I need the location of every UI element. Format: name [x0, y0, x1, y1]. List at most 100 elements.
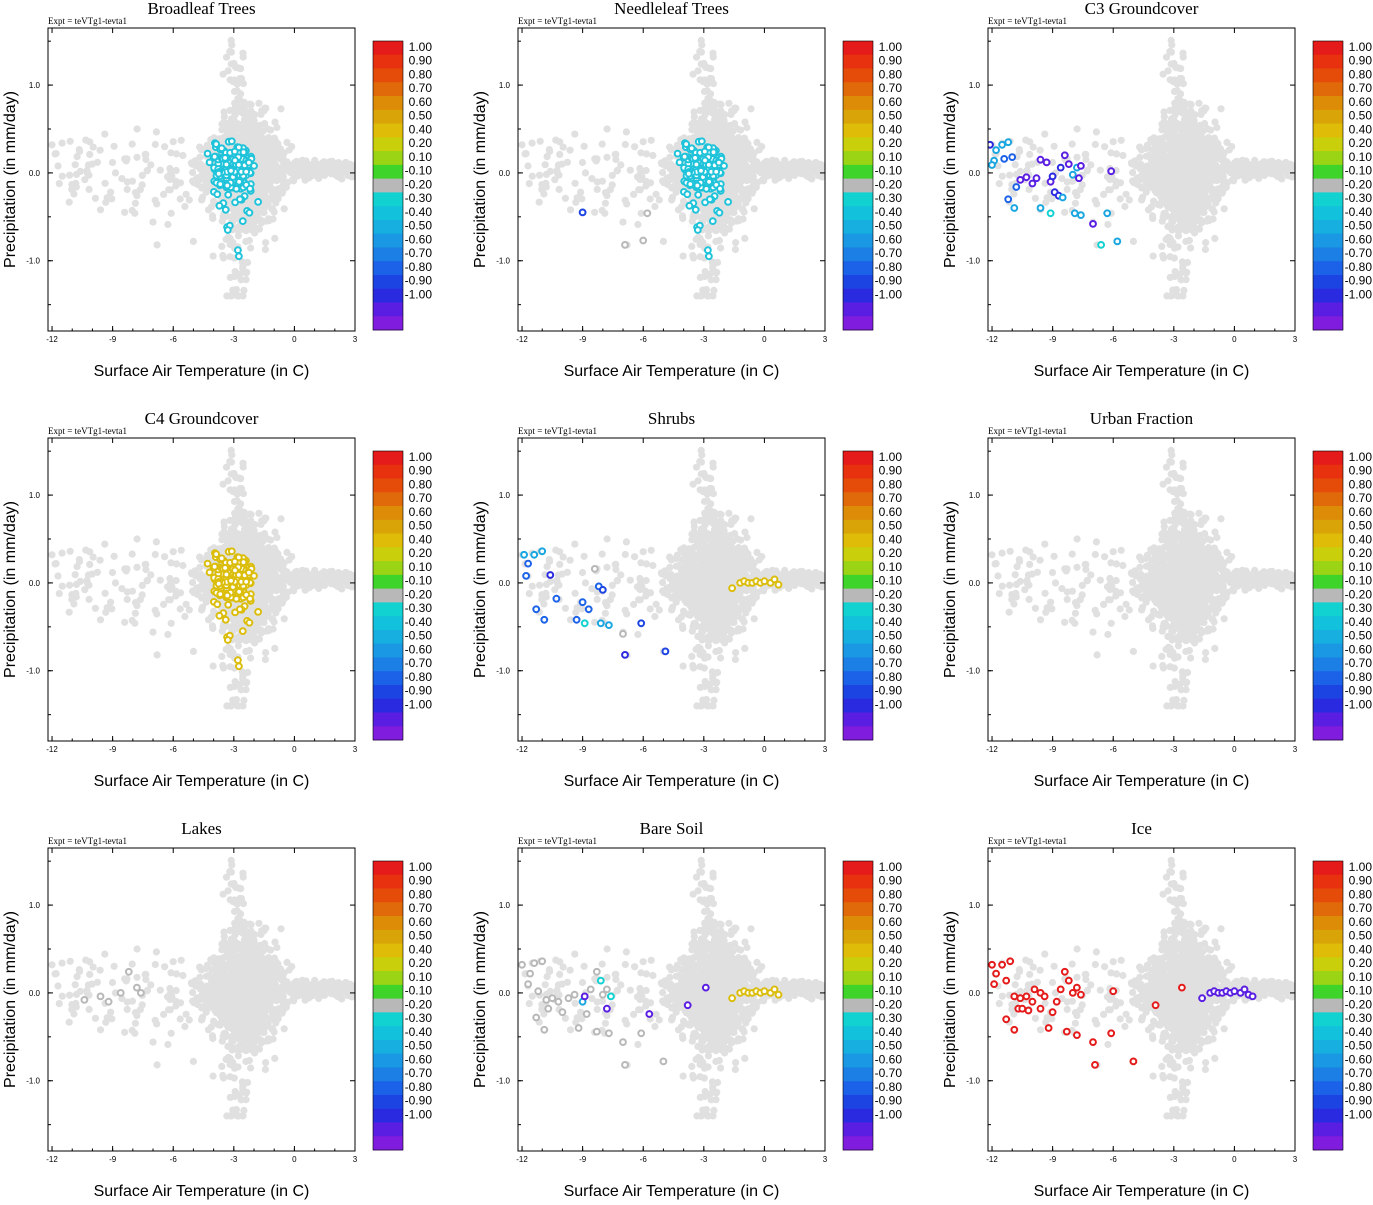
data-point	[689, 145, 695, 151]
colorbar-label: 0.70	[1349, 81, 1373, 95]
colorbar-swatch	[1313, 82, 1343, 96]
background-point	[1188, 173, 1195, 180]
x-tick-label: -6	[170, 335, 178, 344]
background-point	[1069, 141, 1076, 148]
background-point	[1213, 124, 1220, 131]
background-point	[219, 252, 226, 259]
background-point	[1158, 121, 1165, 128]
data-point	[228, 168, 234, 174]
colorbar-swatch	[1313, 220, 1343, 234]
background-point	[717, 244, 724, 251]
background-point	[1220, 172, 1227, 179]
background-point	[1137, 161, 1144, 168]
background-point	[556, 151, 563, 158]
data-point	[236, 162, 242, 168]
colorbar-swatch	[373, 192, 403, 206]
background-point	[209, 212, 216, 219]
background-point	[1150, 253, 1157, 260]
background-point	[634, 221, 641, 228]
y-axis-label: Precipitation (in mm/day)	[2, 91, 19, 268]
data-point	[682, 154, 688, 160]
background-point	[704, 87, 711, 94]
data-point	[692, 155, 698, 161]
background-point	[1189, 167, 1196, 174]
background-point	[262, 204, 269, 211]
colorbar-label: 0.80	[1349, 67, 1373, 81]
y-axis-label: Precipitation (in mm/day)	[942, 91, 959, 268]
background-point	[1166, 107, 1173, 114]
background-point	[737, 152, 744, 159]
background-point	[1182, 200, 1189, 207]
colorbar-label: 0.60	[1349, 95, 1373, 109]
background-point	[198, 184, 205, 191]
colorbar-swatch	[373, 220, 403, 234]
background-point	[659, 169, 666, 176]
colorbar-label: -0.50	[405, 219, 433, 233]
background-point	[1171, 273, 1178, 280]
background-point	[1202, 246, 1209, 253]
background-point	[741, 135, 748, 142]
y-tick-label: 0.0	[29, 169, 41, 178]
background-point	[281, 205, 288, 212]
colorbar-label: -0.60	[405, 232, 433, 246]
data-point	[699, 138, 705, 144]
background-point	[1130, 238, 1137, 245]
colorbar-swatch	[373, 137, 403, 151]
background-point	[66, 172, 73, 179]
background-point	[210, 663, 217, 670]
background-point	[1177, 97, 1184, 104]
background-point	[1217, 105, 1224, 112]
background-point	[111, 143, 118, 150]
data-point	[1005, 196, 1011, 202]
data-point	[1108, 168, 1114, 174]
background-point	[306, 174, 313, 181]
background-point	[562, 195, 569, 202]
colorbar-swatch	[373, 151, 403, 165]
background-point	[1172, 132, 1179, 139]
x-tick-label: -9	[579, 335, 587, 344]
background-point	[702, 64, 709, 71]
colorbar-swatch	[843, 261, 873, 275]
background-point	[680, 253, 687, 260]
background-point	[260, 184, 267, 191]
background-point	[1026, 151, 1033, 158]
x-tick-label: -3	[700, 335, 708, 344]
background-point	[556, 186, 563, 193]
background-point	[1179, 183, 1186, 190]
background-point	[781, 159, 788, 166]
background-point	[73, 171, 80, 178]
background-point	[139, 181, 146, 188]
background-point	[1172, 108, 1179, 115]
background-point	[144, 167, 151, 174]
background-point	[271, 235, 278, 242]
background-point	[1209, 193, 1216, 200]
data-point	[224, 183, 230, 189]
background-point	[1058, 175, 1065, 182]
colorbar-label: 0.70	[409, 81, 433, 95]
background-point	[588, 175, 595, 182]
data-point	[1038, 205, 1044, 211]
colorbar-swatch	[1313, 261, 1343, 275]
background-point	[197, 175, 204, 182]
experiment-label: Expt = teVTg1-tevta1	[988, 16, 1067, 26]
background-point	[70, 190, 77, 197]
x-tick-label: -9	[109, 335, 117, 344]
background-point	[1074, 125, 1081, 132]
colorbar-label: -0.40	[1345, 205, 1373, 219]
colorbar-label: -1.00	[405, 288, 433, 302]
background-point	[567, 206, 574, 213]
colorbar-swatch	[1313, 151, 1343, 165]
background-point	[228, 49, 235, 56]
data-point	[212, 154, 218, 160]
background-point	[572, 180, 579, 187]
colorbar-swatch	[373, 247, 403, 261]
background-point	[603, 154, 610, 161]
background-point	[536, 199, 543, 206]
background-point	[1117, 195, 1124, 202]
background-point	[1121, 203, 1128, 210]
data-point	[675, 151, 681, 157]
background-point	[1219, 157, 1226, 164]
background-point	[669, 194, 676, 201]
background-point	[729, 171, 736, 178]
background-point	[179, 152, 186, 159]
